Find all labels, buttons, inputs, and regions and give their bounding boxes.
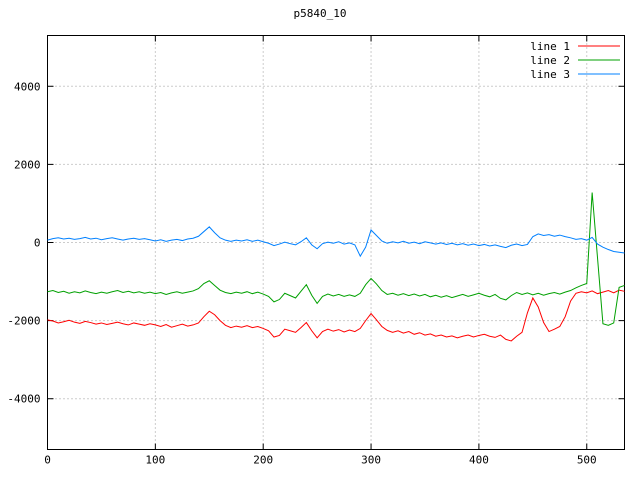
y-tick-label: 0 (34, 237, 41, 250)
y-tick-label: -4000 (7, 393, 40, 406)
legend-label-2: line 2 (530, 54, 570, 67)
x-tick-label: 400 (469, 454, 489, 467)
x-tick-label: 200 (253, 454, 273, 467)
series-line-3 (47, 226, 625, 258)
legend-label-3: line 3 (530, 68, 570, 81)
series-line-2 (47, 192, 625, 326)
x-tick-label: 100 (145, 454, 165, 467)
x-tick-label: 300 (361, 454, 381, 467)
y-tick-label: 4000 (14, 80, 41, 93)
x-tick-label: 500 (577, 454, 597, 467)
y-tick-label: 2000 (14, 158, 41, 171)
legend-label-1: line 1 (530, 40, 570, 53)
chart-title: p5840_10 (293, 7, 347, 20)
y-tick-label: -2000 (7, 315, 40, 328)
series-line-1 (47, 289, 625, 342)
x-tick-label: 0 (44, 454, 51, 467)
